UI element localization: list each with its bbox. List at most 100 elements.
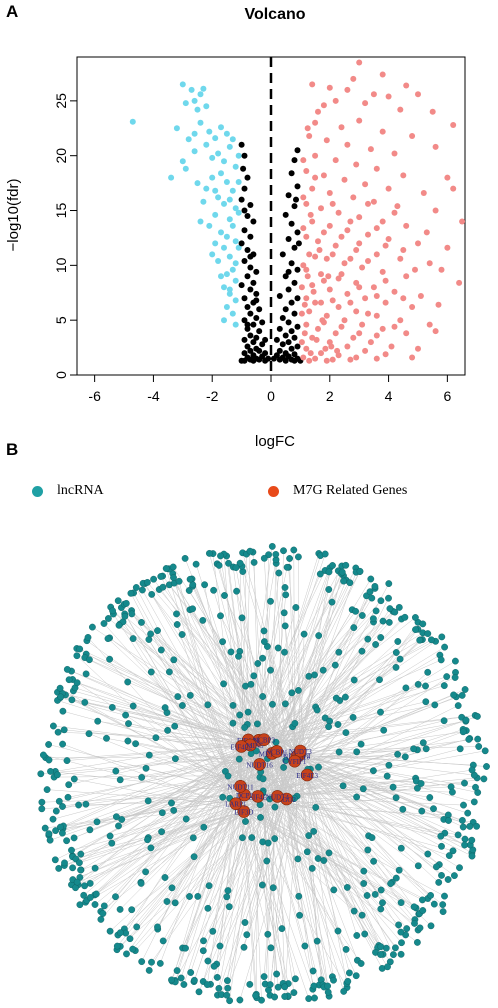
point-up [370, 198, 377, 205]
lncrna-node [224, 984, 232, 992]
lncrna-node [269, 700, 276, 708]
point-down [218, 273, 224, 280]
lncrna-node [443, 673, 451, 681]
point-down [226, 216, 233, 223]
lncrna-node [361, 930, 369, 938]
lncrna-node [201, 581, 209, 589]
lncrna-node [186, 691, 194, 699]
edge [148, 753, 273, 971]
point-down [235, 244, 242, 251]
lncrna-node [186, 575, 194, 583]
lncrna-node [271, 993, 278, 1001]
point-ns [288, 260, 295, 267]
point-up [444, 174, 451, 181]
point-up [382, 351, 389, 358]
lncrna-node [283, 563, 291, 571]
point-down [194, 106, 201, 113]
edge [248, 573, 321, 740]
edge [258, 740, 374, 862]
lncrna-node [114, 597, 122, 605]
edge [286, 798, 344, 992]
lncrna-node [416, 636, 424, 644]
point-ns [291, 279, 298, 286]
lncrna-node [77, 850, 85, 858]
legend-label-m7g: M7G Related Genes [293, 483, 408, 498]
lncrna-node [108, 703, 116, 711]
lncrna-node [412, 626, 419, 634]
lncrna-node [189, 834, 197, 842]
edge [243, 551, 251, 812]
m7g-node [288, 754, 302, 768]
point-up [320, 102, 327, 109]
lncrna-node [310, 827, 318, 835]
point-up [409, 304, 416, 310]
point-up [350, 75, 357, 82]
point-up [304, 125, 311, 132]
lncrna-node [368, 594, 376, 602]
m7g-node [293, 744, 307, 758]
point-up [332, 97, 339, 104]
point-ns [294, 343, 301, 350]
point-ns [244, 343, 251, 350]
panel-label-b: B [6, 440, 19, 459]
lncrna-node [215, 985, 223, 992]
lncrna-node [241, 724, 249, 731]
edge [175, 758, 260, 765]
lncrna-node [353, 748, 361, 756]
point-ns [291, 357, 298, 364]
edge [299, 687, 407, 756]
lncrna-node [38, 805, 46, 813]
edge [241, 746, 391, 962]
lncrna-node [379, 617, 387, 625]
lncrna-node [450, 691, 457, 699]
lncrna-node [397, 844, 405, 852]
lncrna-node [186, 893, 193, 900]
lncrna-node [325, 586, 333, 593]
edge [296, 696, 346, 757]
point-down [197, 91, 204, 98]
point-up [385, 185, 392, 192]
lncrna-node [335, 648, 343, 656]
lncrna-node [360, 867, 368, 875]
edge [294, 761, 335, 890]
point-up [335, 209, 342, 216]
lncrna-node [372, 641, 379, 648]
edge [296, 756, 476, 788]
lncrna-node [106, 927, 114, 935]
lncrna-node [305, 832, 313, 839]
point-down [179, 81, 186, 88]
m7g-node [229, 797, 243, 811]
lncrna-node [339, 782, 347, 790]
point-up [312, 299, 319, 306]
lncrna-node [410, 745, 417, 753]
point-ns [294, 147, 301, 154]
point-up [323, 255, 330, 262]
lncrna-node [69, 864, 77, 872]
point-ns [294, 229, 301, 236]
lncrna-node [54, 771, 61, 779]
lncrna-node [154, 627, 161, 635]
point-ns [285, 319, 292, 326]
edge [307, 716, 478, 776]
edge [248, 739, 437, 868]
point-ns [253, 290, 260, 297]
point-up [310, 288, 317, 295]
lncrna-node [392, 663, 400, 671]
point-up [379, 128, 386, 135]
lncrna-node [235, 652, 242, 660]
edge [299, 660, 456, 756]
plot-frame [76, 56, 466, 376]
point-down [226, 286, 233, 293]
point-up [318, 271, 324, 278]
edge [193, 746, 242, 838]
point-down [206, 128, 213, 135]
lncrna-node [385, 594, 392, 602]
lncrna-node [444, 876, 452, 883]
lncrna-node [138, 586, 146, 594]
edge [296, 595, 367, 757]
lncrna-node [403, 925, 411, 932]
edge [257, 738, 470, 797]
point-up [334, 347, 341, 354]
lncrna-node [173, 621, 181, 628]
lncrna-node [291, 975, 299, 983]
